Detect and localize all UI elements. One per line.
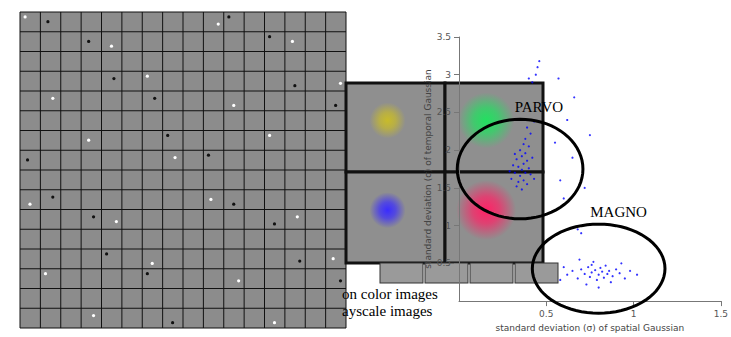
- svg-text:2: 2: [445, 145, 451, 155]
- svg-text:MAGNO: MAGNO: [590, 204, 647, 220]
- svg-text:standard deviation (σ) of spat: standard deviation (σ) of spatial Gaussi…: [496, 323, 685, 333]
- svg-text:1.5: 1.5: [437, 183, 451, 193]
- svg-text:1.5: 1.5: [714, 309, 728, 319]
- html-text:ayscale images: ayscale images: [342, 303, 433, 319]
- svg-text:0.5: 0.5: [539, 309, 553, 319]
- svg-text:1: 1: [445, 221, 451, 231]
- svg-text:3: 3: [445, 70, 451, 80]
- svg-text:3.5: 3.5: [437, 32, 451, 42]
- html-text:on color images: on color images: [342, 286, 438, 302]
- svg-text:2.5: 2.5: [437, 107, 451, 117]
- svg-text:1: 1: [631, 309, 637, 319]
- svg-text:PARVO: PARVO: [515, 99, 563, 115]
- svg-text:standard deviation (σ) of temp: standard deviation (σ) of temporal Gauss…: [423, 69, 433, 269]
- svg-text:0.5: 0.5: [437, 258, 451, 268]
